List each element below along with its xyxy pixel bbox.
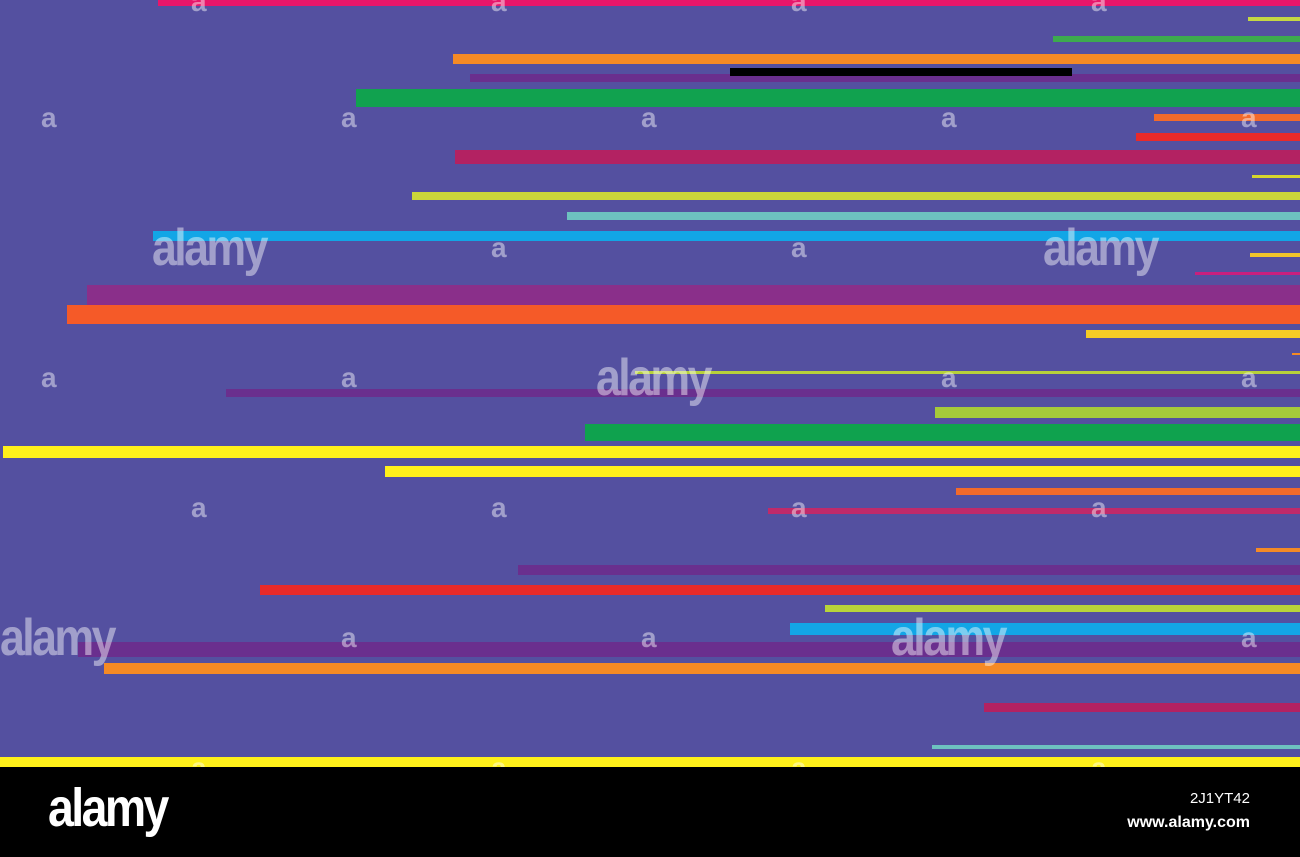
- color-stripe: [87, 285, 1300, 305]
- color-stripe: [585, 424, 1300, 441]
- color-stripe: [153, 231, 1300, 241]
- color-stripe: [932, 745, 1300, 749]
- color-stripe: [635, 371, 1300, 374]
- color-stripe: [470, 74, 1300, 82]
- watermark-footer: alamy 2J1YT42 www.alamy.com: [0, 767, 1300, 857]
- watermark-mark: a: [941, 102, 957, 133]
- watermark-mark: a: [641, 102, 657, 133]
- color-stripe: [1252, 175, 1300, 178]
- color-stripe: [3, 446, 1300, 458]
- color-stripe: [768, 508, 1300, 514]
- color-stripe: [356, 89, 1300, 107]
- color-stripe: [158, 0, 1300, 6]
- color-stripe: [825, 605, 1300, 612]
- color-stripe: [956, 488, 1300, 495]
- color-stripe: [1292, 353, 1300, 355]
- color-stripe: [935, 407, 1300, 418]
- watermark-mark: a: [491, 492, 507, 523]
- color-stripe: [1195, 272, 1300, 275]
- color-stripe: [984, 703, 1300, 712]
- watermark-logo: alamy: [1043, 219, 1159, 277]
- watermark-mark: a: [941, 362, 957, 393]
- watermark-mark: a: [41, 102, 57, 133]
- black-bar: [730, 68, 1072, 76]
- watermark-mark: a: [41, 362, 57, 393]
- watermark-mark: a: [1241, 362, 1257, 393]
- color-stripe: [455, 150, 1300, 164]
- color-stripe: [412, 192, 1300, 200]
- watermark-mark: a: [191, 492, 207, 523]
- color-stripe: [0, 757, 1300, 767]
- image-id: 2J1YT42: [1189, 790, 1250, 807]
- site-url: www.alamy.com: [1127, 814, 1250, 831]
- color-stripe: [453, 54, 1300, 64]
- color-stripe: [1086, 330, 1300, 338]
- color-stripe: [1154, 114, 1300, 121]
- color-stripe: [790, 623, 1300, 635]
- alamy-logo: alamy: [48, 778, 169, 838]
- color-stripe: [518, 565, 1300, 575]
- watermark-logo: alamy: [152, 219, 268, 277]
- watermark-mark: a: [341, 102, 357, 133]
- color-stripe: [1053, 36, 1300, 42]
- color-stripe: [260, 585, 1300, 595]
- color-stripe: [104, 663, 1300, 674]
- color-stripe: [1248, 17, 1300, 21]
- color-stripe: [1136, 133, 1300, 141]
- color-stripe: [385, 466, 1300, 477]
- color-stripe: [226, 389, 1300, 397]
- color-stripe: [567, 212, 1300, 220]
- color-stripe: [1250, 253, 1300, 257]
- watermark-mark: a: [341, 362, 357, 393]
- color-stripe: [1256, 548, 1300, 552]
- striped-artwork: alamy alamy alamy alamy alamy a a a a a a a a a a a a a a a…: [0, 0, 1300, 767]
- color-stripe: [67, 305, 1300, 324]
- color-stripe: [78, 642, 1300, 657]
